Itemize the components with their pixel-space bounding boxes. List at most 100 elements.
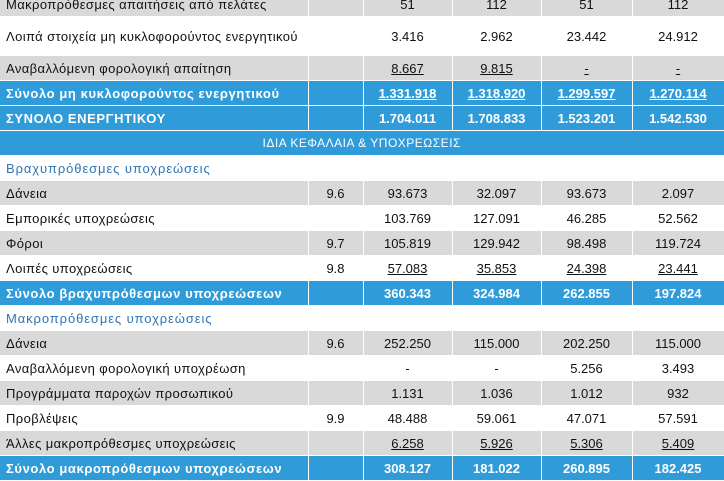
section-header-label: ΙΔΙΑ ΚΕΦΑΛΑΙΑ & ΥΠΟΧΡΕΩΣΕΙΣ bbox=[0, 130, 724, 156]
value-cell: 47.071 bbox=[541, 405, 633, 431]
table-row: Δάνεια 9.6 93.673 32.097 93.673 2.097 bbox=[0, 180, 724, 206]
value-text: 360.343 bbox=[384, 285, 431, 301]
value-cell: 308.127 bbox=[363, 455, 453, 481]
value-cell: 8.667 bbox=[363, 55, 453, 81]
value-text: 197.824 bbox=[654, 285, 702, 301]
value-cell: 115.000 bbox=[452, 330, 542, 356]
value-cell: 1.131 bbox=[363, 380, 453, 406]
value-cell: 252.250 bbox=[363, 330, 453, 356]
value-text: 5.409 bbox=[661, 435, 695, 451]
value-cell: 115.000 bbox=[632, 330, 724, 356]
value-cell: 57.591 bbox=[632, 405, 724, 431]
value-cell: 51 bbox=[363, 0, 453, 17]
table-row: Εμπορικές υποχρεώσεις 103.769 127.091 46.28… bbox=[0, 205, 724, 231]
value-cell: 112 bbox=[452, 0, 542, 17]
total-row: Σύνολο βραχυπρόθεσμων υποχρεώσεων 360.343… bbox=[0, 280, 724, 306]
value-cell: 3.493 bbox=[632, 355, 724, 381]
value-text: - bbox=[405, 360, 410, 376]
value-cell: 23.441 bbox=[632, 255, 724, 281]
value-text: 48.488 bbox=[387, 410, 428, 426]
value-cell: 1.708.833 bbox=[452, 105, 542, 131]
value-text: 93.673 bbox=[566, 185, 607, 201]
value-text: - bbox=[494, 360, 499, 376]
table-row: Προβλέψεις 9.9 48.488 59.061 47.071 57.591 bbox=[0, 405, 724, 431]
value-cell: 24.912 bbox=[632, 16, 724, 56]
value-cell: 98.498 bbox=[541, 230, 633, 256]
note-cell bbox=[308, 55, 364, 81]
note-cell bbox=[308, 205, 364, 231]
value-text: 105.819 bbox=[384, 235, 431, 251]
value-text: 47.071 bbox=[566, 410, 607, 426]
value-cell: 260.895 bbox=[541, 455, 633, 481]
value-text: 35.853 bbox=[476, 260, 517, 276]
table-row: Λοιπές υποχρεώσεις 9.8 57.083 35.853 24.398 2… bbox=[0, 255, 724, 281]
value-text: 1.523.201 bbox=[557, 110, 616, 126]
value-text: 23.441 bbox=[658, 260, 698, 276]
value-cell: 5.256 bbox=[541, 355, 633, 381]
value-cell: 93.673 bbox=[541, 180, 633, 206]
value-cell: 1.704.011 bbox=[363, 105, 453, 131]
note-cell bbox=[308, 105, 364, 131]
row-label: Λοιπές υποχρεώσεις bbox=[0, 255, 309, 281]
value-cell: - bbox=[452, 355, 542, 381]
value-text: 308.127 bbox=[384, 460, 431, 476]
note-cell: 9.6 bbox=[308, 180, 364, 206]
subsection-title-row: Μακροπρόθεσμες υποχρεώσεις bbox=[0, 305, 724, 331]
value-cell: 262.855 bbox=[541, 280, 633, 306]
value-text: 127.091 bbox=[473, 210, 520, 226]
note-cell: 9.6 bbox=[308, 330, 364, 356]
value-text: 2.962 bbox=[480, 28, 513, 44]
value-cell: 5.926 bbox=[452, 430, 542, 456]
value-text: 119.724 bbox=[654, 235, 702, 251]
value-text: 182.425 bbox=[654, 460, 702, 476]
value-text: 1.331.918 bbox=[378, 85, 437, 101]
row-label: Σύνολο μη κυκλοφορούντος ενεργητικού bbox=[0, 80, 309, 106]
value-cell: 1.331.918 bbox=[363, 80, 453, 106]
row-label: Σύνολο μακροπρόθεσμων υποχρεώσεων bbox=[0, 455, 309, 481]
table-row: Αναβαλλόμενη φορολογική υποχρέωση - - 5.256… bbox=[0, 355, 724, 381]
value-text: 181.022 bbox=[473, 460, 520, 476]
value-text: 115.000 bbox=[473, 335, 520, 351]
value-text: 5.256 bbox=[570, 360, 603, 376]
value-text: 93.673 bbox=[387, 185, 428, 201]
value-cell: 57.083 bbox=[363, 255, 453, 281]
value-cell: 105.819 bbox=[363, 230, 453, 256]
value-cell: 2.962 bbox=[452, 16, 542, 56]
row-label: ΣΥΝΟΛΟ ΕΝΕΡΓΗΤΙΚΟΥ bbox=[0, 105, 309, 131]
row-label: Άλλες μακροπρόθεσμες υποχρεώσεις bbox=[0, 430, 309, 456]
value-text: 260.895 bbox=[563, 460, 610, 476]
value-text: 252.250 bbox=[384, 335, 431, 351]
note-cell: 9.9 bbox=[308, 405, 364, 431]
value-text: 1.012 bbox=[570, 385, 603, 401]
row-label: Φόροι bbox=[0, 230, 309, 256]
row-label: Δάνεια bbox=[0, 180, 309, 206]
total-row: Σύνολο μη κυκλοφορούντος ενεργητικού 1.33… bbox=[0, 80, 724, 106]
value-text: 1.704.011 bbox=[378, 110, 437, 126]
value-cell: 1.299.597 bbox=[541, 80, 633, 106]
value-cell: 197.824 bbox=[632, 280, 724, 306]
value-cell: 324.984 bbox=[452, 280, 542, 306]
table-row: Μακροπρόθεσμες απαιτήσεις από πελάτες 51 1… bbox=[0, 0, 724, 17]
table-row: Φόροι 9.7 105.819 129.942 98.498 119.724 bbox=[0, 230, 724, 256]
value-cell: 5.409 bbox=[632, 430, 724, 456]
value-text: 202.250 bbox=[563, 335, 610, 351]
value-text: - bbox=[675, 60, 681, 76]
row-label: Σύνολο βραχυπρόθεσμων υποχρεώσεων bbox=[0, 280, 309, 306]
value-text: 5.306 bbox=[570, 435, 603, 451]
value-cell: 129.942 bbox=[452, 230, 542, 256]
value-cell: 52.562 bbox=[632, 205, 724, 231]
value-text: 57.083 bbox=[387, 260, 428, 276]
value-text: 52.562 bbox=[658, 210, 698, 226]
value-cell: - bbox=[541, 55, 633, 81]
note-cell bbox=[308, 0, 364, 17]
note-cell bbox=[308, 280, 364, 306]
note-cell bbox=[308, 80, 364, 106]
value-cell: 5.306 bbox=[541, 430, 633, 456]
value-text: 262.855 bbox=[563, 285, 610, 301]
value-cell: - bbox=[363, 355, 453, 381]
subsection-title-row: Βραχυπρόθεσμες υποχρεώσεις bbox=[0, 155, 724, 181]
note-cell: 9.7 bbox=[308, 230, 364, 256]
value-text: 1.036 bbox=[480, 385, 513, 401]
note-cell bbox=[308, 16, 364, 56]
